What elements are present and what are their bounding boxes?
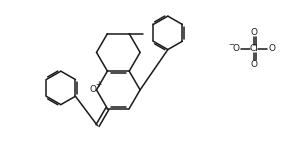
Text: −: − <box>228 42 234 48</box>
Text: O: O <box>251 60 258 69</box>
Text: Cl: Cl <box>250 44 259 53</box>
Text: O: O <box>268 44 275 53</box>
Text: O: O <box>233 44 240 53</box>
Text: +: + <box>95 81 102 89</box>
Text: O: O <box>251 28 258 37</box>
Text: O: O <box>89 85 96 94</box>
